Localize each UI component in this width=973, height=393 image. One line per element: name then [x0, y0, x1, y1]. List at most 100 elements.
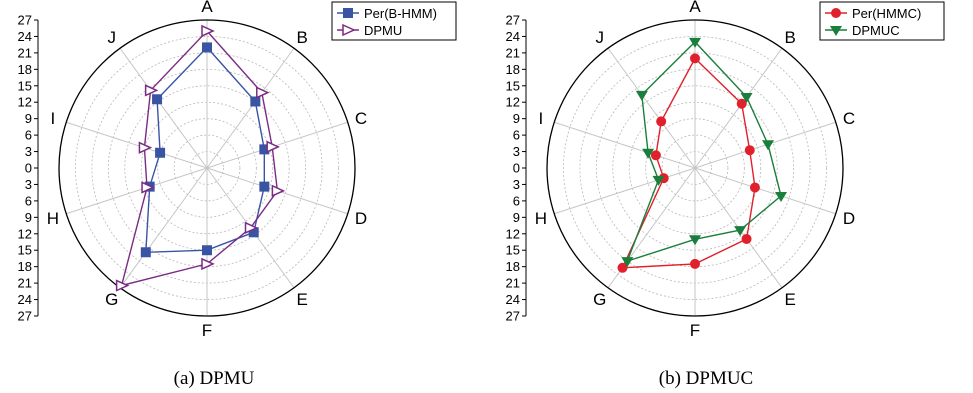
spoke-H	[66, 167, 208, 215]
radial-tick-label: 9	[513, 111, 520, 126]
data-point-C	[744, 145, 755, 156]
data-point-D	[775, 191, 788, 202]
data-point-F	[690, 258, 700, 269]
radial-tick-label: 9	[25, 210, 32, 225]
data-point-A	[689, 37, 701, 48]
spoke-B	[206, 47, 295, 169]
spoke-I	[554, 121, 696, 169]
legend-box	[819, 1, 945, 41]
radial-tick-label: 3	[513, 144, 520, 159]
radial-tick-label: 15	[506, 78, 520, 93]
data-point-A	[690, 53, 700, 64]
grid-ring	[661, 134, 729, 202]
data-point-F	[689, 235, 701, 246]
axis-label-A: A	[201, 0, 213, 16]
radial-tick-label: 27	[506, 13, 520, 28]
radial-tick-label: 6	[25, 193, 32, 208]
axis-label-F: F	[202, 321, 212, 340]
radial-tick-label: 27	[18, 309, 32, 324]
axis-label-C: C	[843, 109, 855, 128]
spoke-J	[119, 47, 208, 169]
data-point-I	[650, 150, 661, 161]
data-point-I	[138, 141, 153, 154]
data-point-J	[144, 84, 159, 97]
radar-chart-dpmuc: ABCDEFGHIJ272421181512963036912151821242…	[506, 0, 945, 340]
data-point-B	[736, 98, 747, 109]
spoke-G	[119, 167, 208, 289]
radial-tick-label: 6	[513, 128, 520, 143]
radial-tick-label: 21	[506, 276, 520, 291]
data-point-C	[266, 140, 280, 153]
radial-tick-label: 21	[18, 45, 32, 60]
axis-label-I: I	[51, 109, 56, 128]
outer-circle	[58, 19, 356, 317]
radial-tick-label: 6	[25, 128, 32, 143]
data-point-C	[259, 144, 270, 155]
data-point-B	[250, 96, 261, 107]
radial-tick-label: 21	[506, 45, 520, 60]
radial-tick-label: 15	[18, 78, 32, 93]
axis-label-J: J	[108, 28, 117, 47]
radial-tick-label: 24	[506, 29, 520, 44]
caption-dpmu: (a) DPMU	[173, 368, 255, 389]
axis-label-I: I	[539, 109, 544, 128]
radial-tick-label: 9	[25, 111, 32, 126]
radial-tick-label: 24	[506, 292, 520, 307]
axis-label-J: J	[596, 28, 605, 47]
legend-label: DPMUC	[852, 23, 900, 38]
axis-label-B: B	[297, 28, 308, 47]
radial-tick-label: 6	[513, 193, 520, 208]
axis-label-H: H	[535, 209, 547, 228]
axis-label-B: B	[785, 28, 796, 47]
spoke-H	[554, 167, 696, 215]
spoke-J	[607, 47, 696, 169]
data-point-F	[201, 257, 215, 271]
legend-marker	[342, 23, 356, 37]
radial-tick-label: 12	[506, 95, 520, 110]
axis-label-E: E	[297, 290, 308, 309]
grid-right	[554, 20, 836, 316]
series-line-0	[621, 57, 756, 269]
spoke-C	[206, 121, 348, 169]
radial-tick-label: 18	[18, 62, 32, 77]
outer-circle	[546, 19, 844, 317]
radial-tick-label: 18	[18, 259, 32, 274]
radial-tick-label: 15	[506, 243, 520, 258]
axis-label-H: H	[47, 209, 59, 228]
data-point-E	[734, 226, 747, 237]
radial-tick-label: 21	[18, 276, 32, 291]
data-point-H	[652, 175, 665, 186]
radial-tick-label: 24	[18, 29, 32, 44]
spoke-B	[694, 47, 783, 169]
axis-label-D: D	[355, 209, 367, 228]
grid-left	[66, 20, 348, 316]
axis-label-G: G	[105, 290, 118, 309]
radial-tick-label: 18	[506, 259, 520, 274]
spoke-D	[694, 167, 836, 215]
data-point-C	[761, 140, 774, 151]
spoke-I	[66, 121, 208, 169]
radial-tick-label: 9	[513, 210, 520, 225]
data-point-D	[271, 184, 286, 198]
data-point-G	[115, 279, 130, 292]
radial-tick-label: 27	[506, 309, 520, 324]
radial-tick-label: 3	[25, 144, 32, 159]
axis-label-F: F	[690, 321, 700, 340]
data-point-J	[152, 94, 163, 105]
data-point-G	[617, 262, 628, 273]
grid-ring	[563, 36, 827, 300]
data-point-G	[140, 247, 151, 258]
legend-marker	[830, 26, 842, 36]
data-point-I	[155, 147, 166, 158]
data-point-E	[741, 233, 752, 244]
data-point-D	[259, 181, 270, 192]
data-point-B	[256, 86, 270, 99]
caption-dpmuc: (b) DPMUC	[658, 368, 754, 389]
data-point-A	[202, 42, 212, 53]
legend-label: DPMU	[364, 23, 402, 38]
axis-label-A: A	[689, 0, 701, 16]
data-point-E	[244, 221, 259, 235]
data-point-J	[635, 90, 648, 101]
data-point-I	[642, 148, 655, 159]
radar-chart-dpmu: ABCDEFGHIJ272421181512963036912151821242…	[18, 0, 457, 340]
